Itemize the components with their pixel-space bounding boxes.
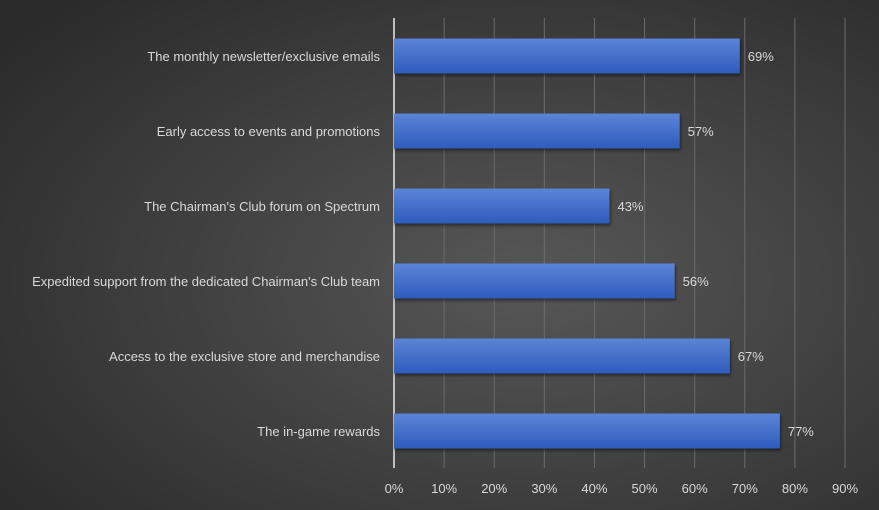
data-label: 77% bbox=[788, 424, 814, 439]
category-label: Access to the exclusive store and mercha… bbox=[109, 349, 380, 364]
data-label: 69% bbox=[748, 49, 774, 64]
category-label: The Chairman's Club forum on Spectrum bbox=[144, 199, 380, 214]
x-tick-label: 30% bbox=[531, 481, 557, 496]
bar bbox=[394, 263, 675, 299]
x-tick-label: 80% bbox=[782, 481, 808, 496]
data-label: 43% bbox=[617, 199, 643, 214]
data-label: 56% bbox=[683, 274, 709, 289]
x-tick-label: 70% bbox=[732, 481, 758, 496]
data-label: 57% bbox=[688, 124, 714, 139]
bar bbox=[394, 338, 730, 374]
bar bbox=[394, 113, 680, 149]
bar bbox=[394, 413, 780, 449]
x-tick-label: 50% bbox=[632, 481, 658, 496]
category-label: Early access to events and promotions bbox=[157, 124, 381, 139]
x-tick-label: 40% bbox=[581, 481, 607, 496]
category-label: The in-game rewards bbox=[257, 424, 380, 439]
bar bbox=[394, 38, 740, 74]
bar bbox=[394, 188, 610, 224]
category-label: The monthly newsletter/exclusive emails bbox=[147, 49, 380, 64]
x-tick-label: 60% bbox=[682, 481, 708, 496]
x-tick-label: 20% bbox=[481, 481, 507, 496]
category-label: Expedited support from the dedicated Cha… bbox=[32, 274, 380, 289]
x-tick-label: 10% bbox=[431, 481, 457, 496]
data-label: 67% bbox=[738, 349, 764, 364]
x-tick-label: 0% bbox=[385, 481, 404, 496]
x-tick-label: 90% bbox=[832, 481, 858, 496]
